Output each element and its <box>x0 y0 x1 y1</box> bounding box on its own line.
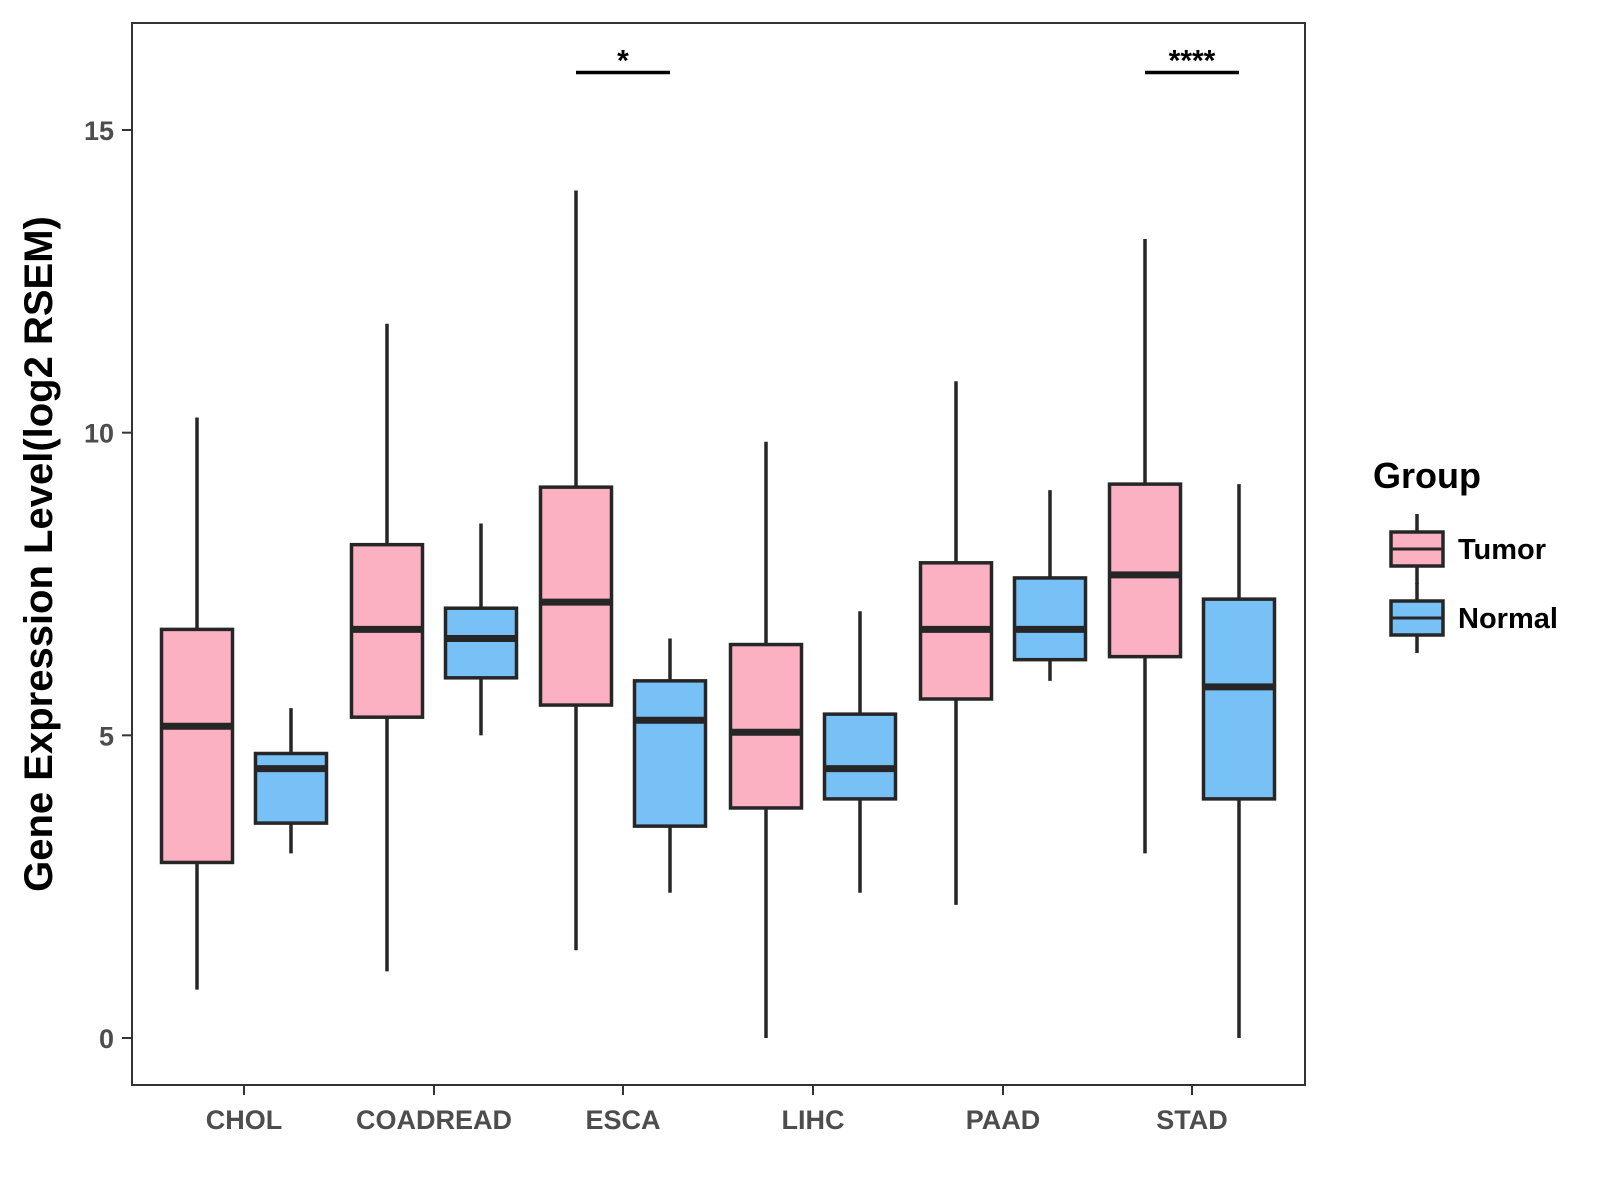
box-normal-esca <box>632 638 708 893</box>
box-normal-coadread <box>443 523 519 736</box>
y-tick-label-10: 10 <box>84 419 114 449</box>
significance-stad: **** <box>1145 44 1239 77</box>
box-normal-lihc <box>822 611 898 893</box>
legend: Group Tumor Normal <box>1373 455 1558 653</box>
box-body <box>1012 576 1088 662</box>
significance-label: **** <box>1169 44 1216 77</box>
box-tumor-lihc <box>728 441 804 1038</box>
y-tick-label-15: 15 <box>84 116 114 146</box>
box-body <box>632 679 708 828</box>
box-body <box>822 712 898 801</box>
x-tick-label-paad: PAAD <box>966 1105 1041 1135</box>
box-body <box>253 751 329 825</box>
box-normal-stad <box>1201 484 1277 1038</box>
legend-item-tumor: Tumor <box>1389 514 1546 584</box>
significance-annotations: * **** <box>576 44 1239 77</box>
box-normal-paad <box>1012 490 1088 681</box>
y-tick-label-0: 0 <box>99 1024 114 1054</box>
legend-label-normal: Normal <box>1458 603 1558 635</box>
x-tick-label-esca: ESCA <box>585 1105 660 1135</box>
legend-label-tumor: Tumor <box>1458 534 1546 566</box>
box-normal-chol <box>253 708 329 854</box>
box-tumor-chol <box>159 417 235 990</box>
y-tick-label-5: 5 <box>99 721 114 751</box>
y-axis-title: Gene Expression Level(log2 RSEM) <box>17 216 61 892</box>
box-body <box>538 485 614 707</box>
significance-esca: * <box>576 44 670 77</box>
x-tick-label-coadread: COADREAD <box>356 1105 512 1135</box>
box-body <box>1201 597 1277 801</box>
y-axis: 0 5 10 15 <box>84 116 132 1054</box>
box-tumor-stad <box>1107 238 1183 854</box>
box-body <box>728 642 804 810</box>
legend-title: Group <box>1373 455 1481 496</box>
significance-label: * <box>617 44 629 77</box>
box-body <box>443 606 519 680</box>
x-tick-label-chol: CHOL <box>206 1105 283 1135</box>
x-axis: CHOL COADREAD ESCA LIHC PAAD STAD <box>206 1085 1228 1135</box>
box-tumor-esca <box>538 190 614 951</box>
box-body <box>1107 482 1183 659</box>
box-tumor-coadread <box>349 323 425 972</box>
legend-item-normal: Normal <box>1389 583 1558 653</box>
boxes-layer <box>159 190 1277 1038</box>
box-tumor-paad <box>918 381 994 905</box>
x-tick-label-lihc: LIHC <box>782 1105 845 1135</box>
x-tick-label-stad: STAD <box>1156 1105 1228 1135</box>
box-body <box>159 627 235 865</box>
